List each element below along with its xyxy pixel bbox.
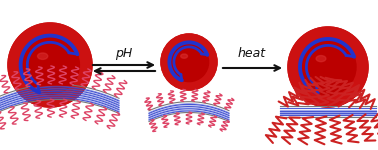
Circle shape [33,48,71,86]
Circle shape [15,31,85,100]
Circle shape [181,54,200,73]
Circle shape [290,29,366,105]
Ellipse shape [37,53,48,59]
Circle shape [8,23,92,107]
Circle shape [163,36,215,88]
Circle shape [307,46,352,91]
Circle shape [8,23,92,107]
Circle shape [324,63,337,76]
Circle shape [168,41,211,84]
Circle shape [31,46,73,88]
Circle shape [176,49,204,77]
Circle shape [319,58,341,80]
Circle shape [43,58,62,77]
Circle shape [11,26,90,105]
Circle shape [51,66,56,70]
Circle shape [310,49,350,89]
Circle shape [174,47,206,79]
Circle shape [186,59,195,69]
Circle shape [161,34,217,90]
Circle shape [293,32,364,103]
Ellipse shape [181,54,187,58]
Circle shape [300,39,358,97]
Ellipse shape [316,56,326,62]
Circle shape [36,51,68,83]
Circle shape [317,56,344,82]
Circle shape [20,36,79,94]
Circle shape [183,56,198,71]
Circle shape [180,52,201,74]
Circle shape [166,39,213,86]
Circle shape [28,43,75,90]
Circle shape [329,68,333,72]
Circle shape [178,51,203,76]
Circle shape [18,33,84,98]
Circle shape [164,37,214,87]
Circle shape [171,44,208,81]
Circle shape [322,61,339,78]
Circle shape [161,34,217,90]
Ellipse shape [308,49,326,60]
Circle shape [41,56,64,79]
Circle shape [305,44,354,93]
Circle shape [314,53,345,84]
Circle shape [38,53,66,81]
Circle shape [189,63,193,66]
Text: heat: heat [238,47,266,60]
Circle shape [173,46,207,80]
Circle shape [288,27,368,107]
Circle shape [26,41,77,92]
Circle shape [302,41,356,95]
Text: pH: pH [115,47,133,60]
Circle shape [23,38,79,94]
Circle shape [13,28,88,103]
Circle shape [169,42,210,83]
Ellipse shape [175,49,187,57]
Circle shape [312,51,347,87]
Circle shape [184,57,197,70]
Circle shape [295,34,362,101]
Circle shape [297,37,360,99]
Circle shape [288,27,368,107]
Circle shape [48,63,58,73]
Circle shape [326,65,335,74]
Circle shape [169,42,209,82]
Circle shape [188,61,194,67]
Circle shape [20,36,81,96]
Circle shape [300,39,356,95]
Ellipse shape [29,46,48,57]
Circle shape [46,61,60,75]
